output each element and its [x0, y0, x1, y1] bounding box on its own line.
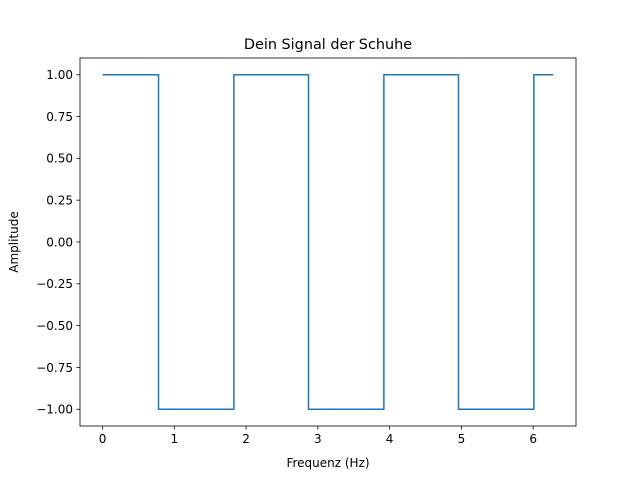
- x-tick-label: 4: [386, 432, 394, 446]
- y-tick-label: 0.75: [46, 110, 73, 124]
- y-tick-label: −0.75: [36, 361, 73, 375]
- plot-area: [102, 73, 554, 411]
- x-tick-label: 6: [529, 432, 537, 446]
- y-tick-label: −1.00: [36, 403, 73, 417]
- x-tick-label: 1: [170, 432, 178, 446]
- y-tick-label: 0.25: [46, 193, 73, 207]
- x-tick-label: 5: [458, 432, 466, 446]
- x-axis-label: Frequenz (Hz): [286, 456, 369, 470]
- chart-title: Dein Signal der Schuhe: [244, 37, 412, 53]
- x-tick-label: 3: [314, 432, 322, 446]
- y-tick-label: 0.50: [46, 152, 73, 166]
- x-tick-label: 2: [242, 432, 250, 446]
- axes: 0 1 2 3 4 5 6 1.00 0.75 0.50 0.25 0.00 −0.25 −0.50 −0.…: [36, 57, 577, 446]
- y-axis-label: Amplitude: [7, 211, 21, 273]
- y-tick-label: 0.00: [46, 235, 73, 249]
- y-tick-label: 1.00: [46, 68, 73, 82]
- x-tick-label: 0: [99, 432, 107, 446]
- y-tick-label: −0.25: [36, 277, 73, 291]
- series-line-0: [102, 73, 554, 411]
- y-tick-label: −0.50: [36, 319, 73, 333]
